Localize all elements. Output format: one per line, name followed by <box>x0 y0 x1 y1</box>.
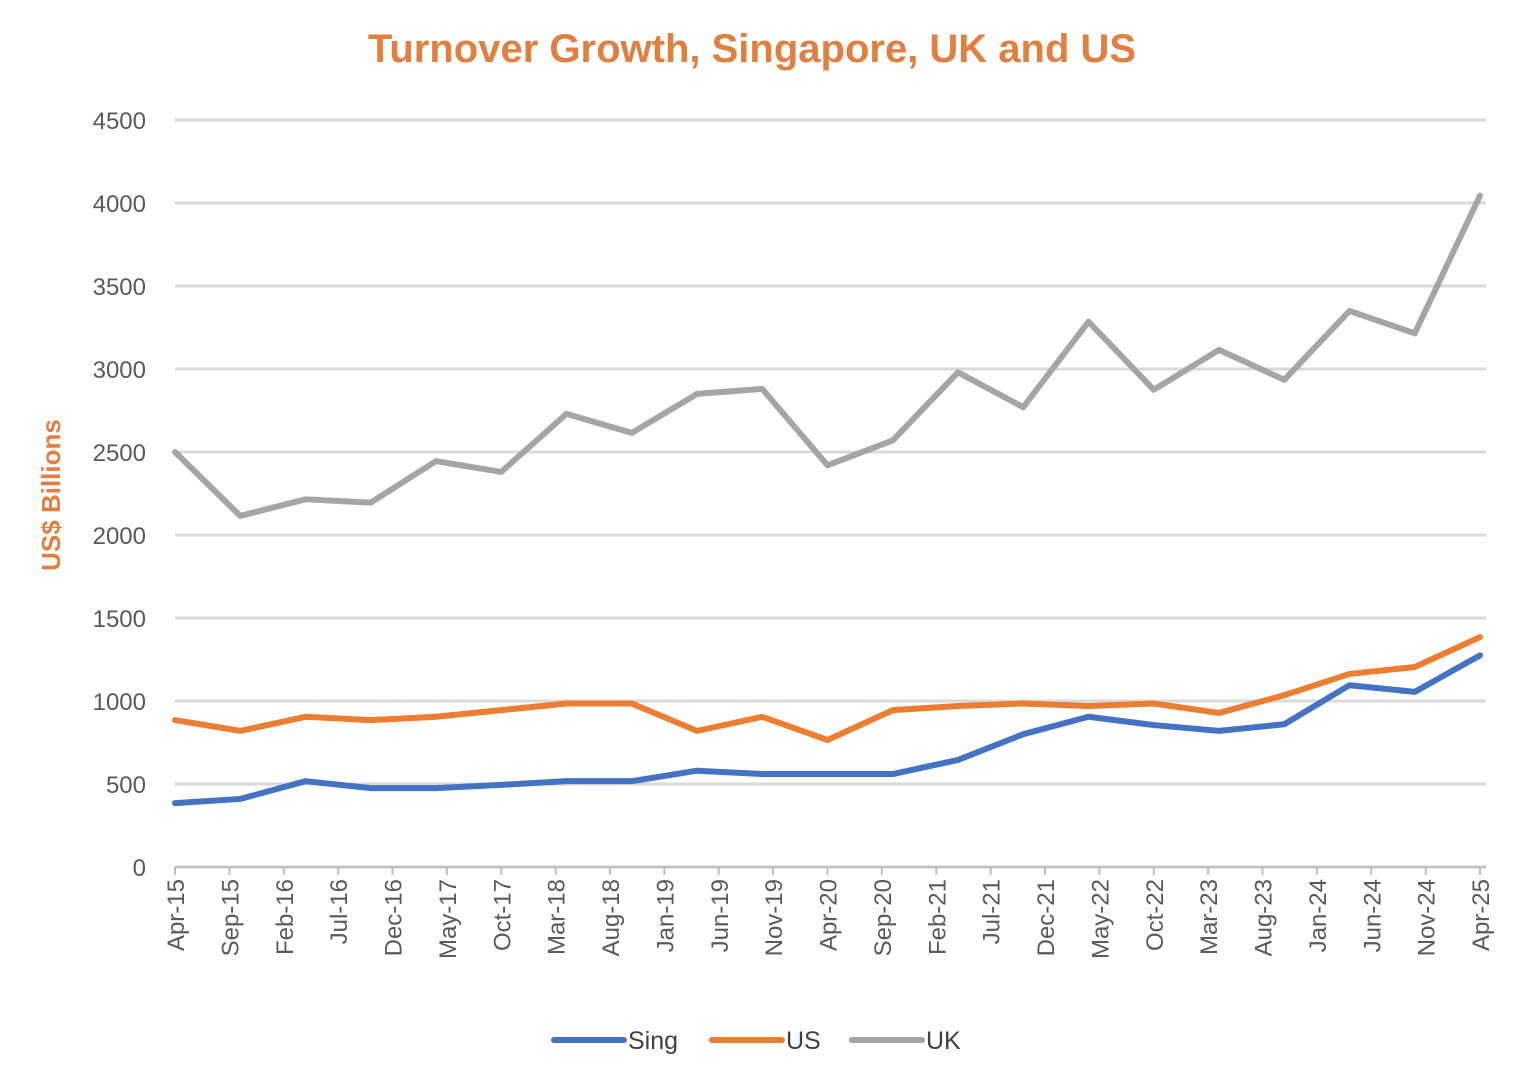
y-tick-label: 4500 <box>93 108 146 135</box>
y-tick-label: 2500 <box>93 440 146 467</box>
y-tick-label: 1500 <box>93 606 146 633</box>
legend-label: US <box>786 1027 821 1055</box>
y-tick-label: 0 <box>133 855 146 882</box>
chart-title: Turnover Growth, Singapore, UK and US <box>368 27 1136 71</box>
series-line-sing <box>172 652 1483 807</box>
series-line-uk <box>172 192 1483 519</box>
x-tick-label: Dec-21 <box>1033 879 1060 956</box>
x-tick-label: Feb-21 <box>924 879 951 955</box>
y-tick-label: 3000 <box>93 357 146 384</box>
x-tick-label: Apr-20 <box>816 879 843 951</box>
x-tick-label: Oct-22 <box>1142 879 1169 951</box>
x-tick-label: Jun-19 <box>707 879 734 952</box>
x-tick-label: Sep-15 <box>217 879 244 956</box>
legend-item-sing: Sing <box>551 1027 678 1055</box>
y-tick-label: 1000 <box>93 689 146 716</box>
x-tick-label: Aug-18 <box>598 879 625 956</box>
x-tick-label: Feb-16 <box>272 879 299 955</box>
y-axis-label: US$ Billions <box>36 419 66 571</box>
x-tick-label: Sep-20 <box>870 879 897 956</box>
x-tick-label: Jan-19 <box>652 879 679 952</box>
x-tick-label: Jan-24 <box>1305 879 1332 952</box>
x-tick-label: Mar-23 <box>1196 879 1223 955</box>
x-tick-label: Jul-21 <box>979 879 1006 944</box>
legend-item-us: US <box>709 1027 821 1055</box>
y-tick-label: 2000 <box>93 523 146 550</box>
x-tick-label: May-22 <box>1087 879 1114 959</box>
legend-item-uk: UK <box>849 1027 961 1055</box>
x-tick-label: Mar-18 <box>544 879 571 955</box>
x-tick-label: Dec-16 <box>381 879 408 956</box>
x-tick-label: Nov-24 <box>1414 879 1441 956</box>
legend-label: Sing <box>628 1027 678 1055</box>
x-tick-label: Jul-16 <box>326 879 353 944</box>
x-tick-label: May-17 <box>435 879 462 959</box>
x-tick-label: Apr-25 <box>1468 879 1495 951</box>
y-tick-label: 3500 <box>93 274 146 301</box>
x-tick-label: Nov-19 <box>761 879 788 956</box>
x-tick-label: Apr-15 <box>163 879 190 951</box>
x-tick-label: Aug-23 <box>1251 879 1278 956</box>
x-tick-label: Jun-24 <box>1359 879 1386 952</box>
y-tick-label: 500 <box>106 772 146 799</box>
legend-label: UK <box>926 1027 961 1055</box>
y-tick-label: 4000 <box>93 191 146 218</box>
x-tick-label: Oct-17 <box>489 879 516 951</box>
